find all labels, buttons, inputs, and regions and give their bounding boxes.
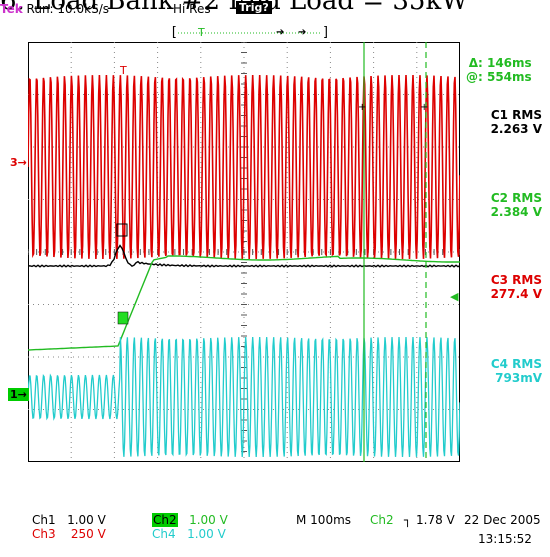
svg-text:➔: ➔ [298,27,306,38]
ch2-waveform [28,255,460,351]
status-bar: Tek Run: 10.0kS/s [0,2,109,16]
page-title: 6. Load Bank #2 End Load = 35kW [0,0,468,16]
svg-text:]: ] [322,25,330,40]
brand-label: Tek [0,2,23,16]
run-status: Run: 10.0kS/s [26,2,109,16]
c1-rms-readout: C1 RMS 2.263 V [490,108,542,136]
c4-rms-readout: C4 RMS 793mV [490,357,542,385]
trigger-slope-icon: ┐ [404,513,412,527]
ch2-marker-box [117,311,129,325]
ch4-scale: Ch4 1.00 V [152,527,226,541]
ch4-waveform [28,336,460,458]
c2-rms-readout: C2 RMS 2.384 V [490,191,542,219]
ch1-ground-marker: 1→ [8,388,29,401]
trigger-marker: T [119,64,127,77]
ch1-waveform [28,244,460,268]
trigger-level-arrow: ◀ [450,290,459,303]
trigger-position-marker: T [197,26,205,39]
ch1-scale: Ch1 1.00 V [32,513,106,527]
acquisition-mode: Hi Res [173,2,211,16]
svg-text:➔: ➔ [276,27,284,38]
svg-text:[: [ [170,25,178,40]
time-stamp: 13:15:52 [478,532,532,546]
ch3-scale: Ch3 250 V [32,527,106,541]
cursor-1-marker: + [358,102,366,113]
ch3-ground-marker: 3→ [10,156,27,169]
record-position-bar: [ T ➔ ➔ ] [170,25,330,40]
cursor-readout: Δ: 146ms @: 554ms [466,56,532,84]
trigger-level: 1.78 V [416,513,455,527]
ch1-marker-box [116,223,128,237]
waveform-display[interactable]: + + T ◀ [28,42,460,462]
c3-rms-readout: C3 RMS 277.4 V [490,273,542,301]
ch2-scale: Ch2 1.00 V [152,513,228,527]
trigger-source: Ch2 [370,513,394,527]
trigger-state-badge: Trig? [236,1,272,14]
cursor-2-marker: + [420,102,428,113]
timebase: M 100ms [296,513,352,527]
date-stamp: 22 Dec 2005 [464,513,541,527]
ch3-waveform [28,74,460,260]
